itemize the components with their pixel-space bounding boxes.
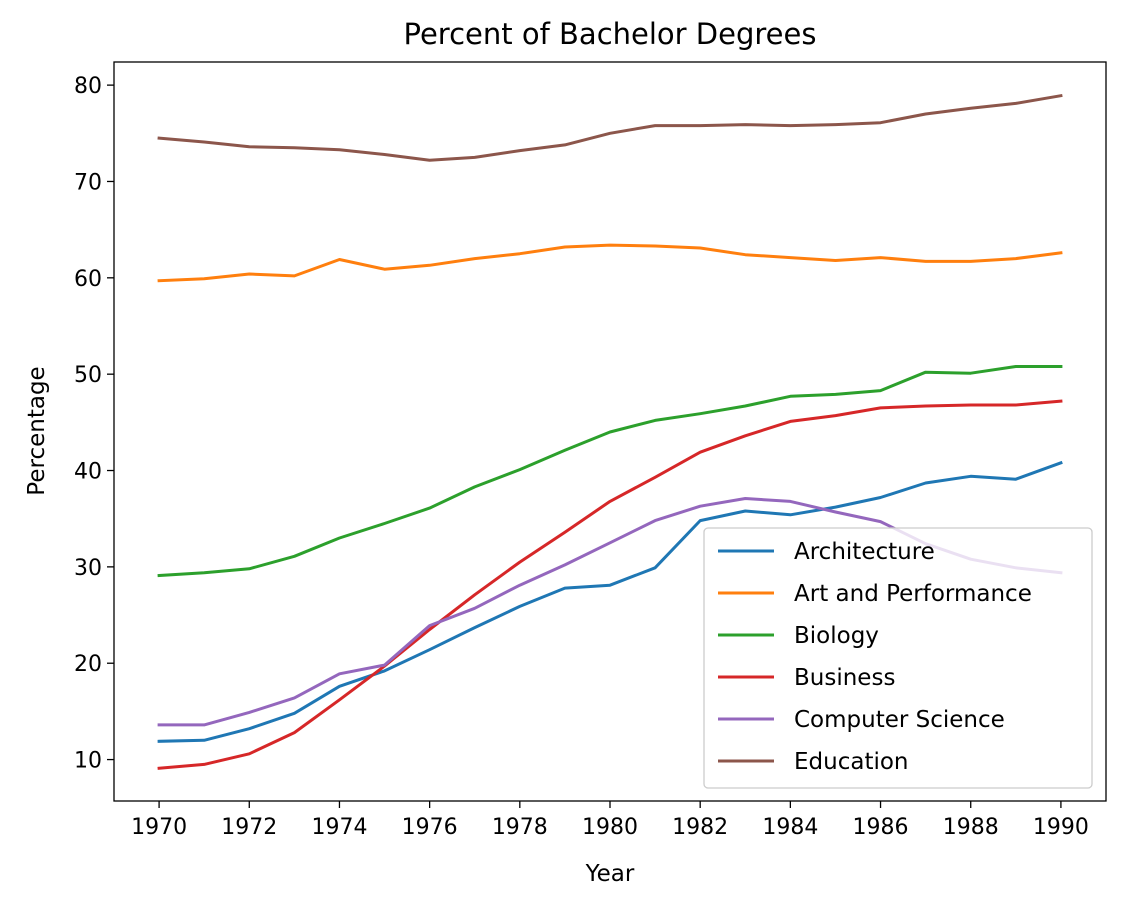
x-tick-label: 1988 — [943, 815, 999, 840]
x-axis-label: Year — [585, 861, 635, 887]
series-layer — [157, 93, 1063, 770]
series-line-education — [157, 93, 1063, 162]
y-axis-label: Percentage — [24, 366, 50, 495]
series-line-biology — [157, 365, 1063, 578]
y-tick-label: 60 — [74, 267, 102, 292]
series-line-business — [157, 399, 1063, 770]
legend-label: Computer Science — [794, 707, 1005, 733]
legend-label: Education — [794, 749, 909, 775]
x-tick-label: 1976 — [402, 815, 458, 840]
y-tick-label: 20 — [74, 652, 102, 677]
x-tick-label: 1974 — [311, 815, 367, 840]
x-axis: 1970 1972 1974 1976 1978 1980 1982 1984 1986 1988… — [131, 801, 1089, 840]
x-tick-label: 1972 — [221, 815, 277, 840]
x-tick-label: 1970 — [131, 815, 187, 840]
y-tick-label: 10 — [74, 749, 102, 774]
legend-label: Art and Performance — [794, 581, 1032, 607]
legend-box — [703, 527, 1093, 789]
x-tick-label: 1984 — [762, 815, 818, 840]
x-tick-label: 1980 — [582, 815, 638, 840]
x-tick-label: 1986 — [853, 815, 909, 840]
x-tick-label: 1982 — [672, 815, 728, 840]
y-axis: 10 20 30 40 50 60 70 80 — [74, 74, 114, 774]
y-tick-label: 30 — [74, 556, 102, 581]
y-tick-label: 40 — [74, 460, 102, 485]
legend-label: Business — [794, 665, 895, 691]
series-line-art-and-performance — [157, 243, 1063, 283]
x-tick-label: 1978 — [492, 815, 548, 840]
series-line-architecture — [157, 460, 1063, 743]
y-tick-label: 50 — [74, 363, 102, 388]
y-tick-label: 80 — [74, 74, 102, 99]
legend: Architecture Art and Performance Biology Bu… — [703, 527, 1093, 789]
chart-title: Percent of Bachelor Degrees — [404, 17, 817, 51]
y-tick-label: 70 — [74, 170, 102, 195]
legend-label: Biology — [794, 623, 879, 649]
legend-label: Architecture — [794, 539, 935, 565]
x-tick-label: 1990 — [1033, 815, 1089, 840]
